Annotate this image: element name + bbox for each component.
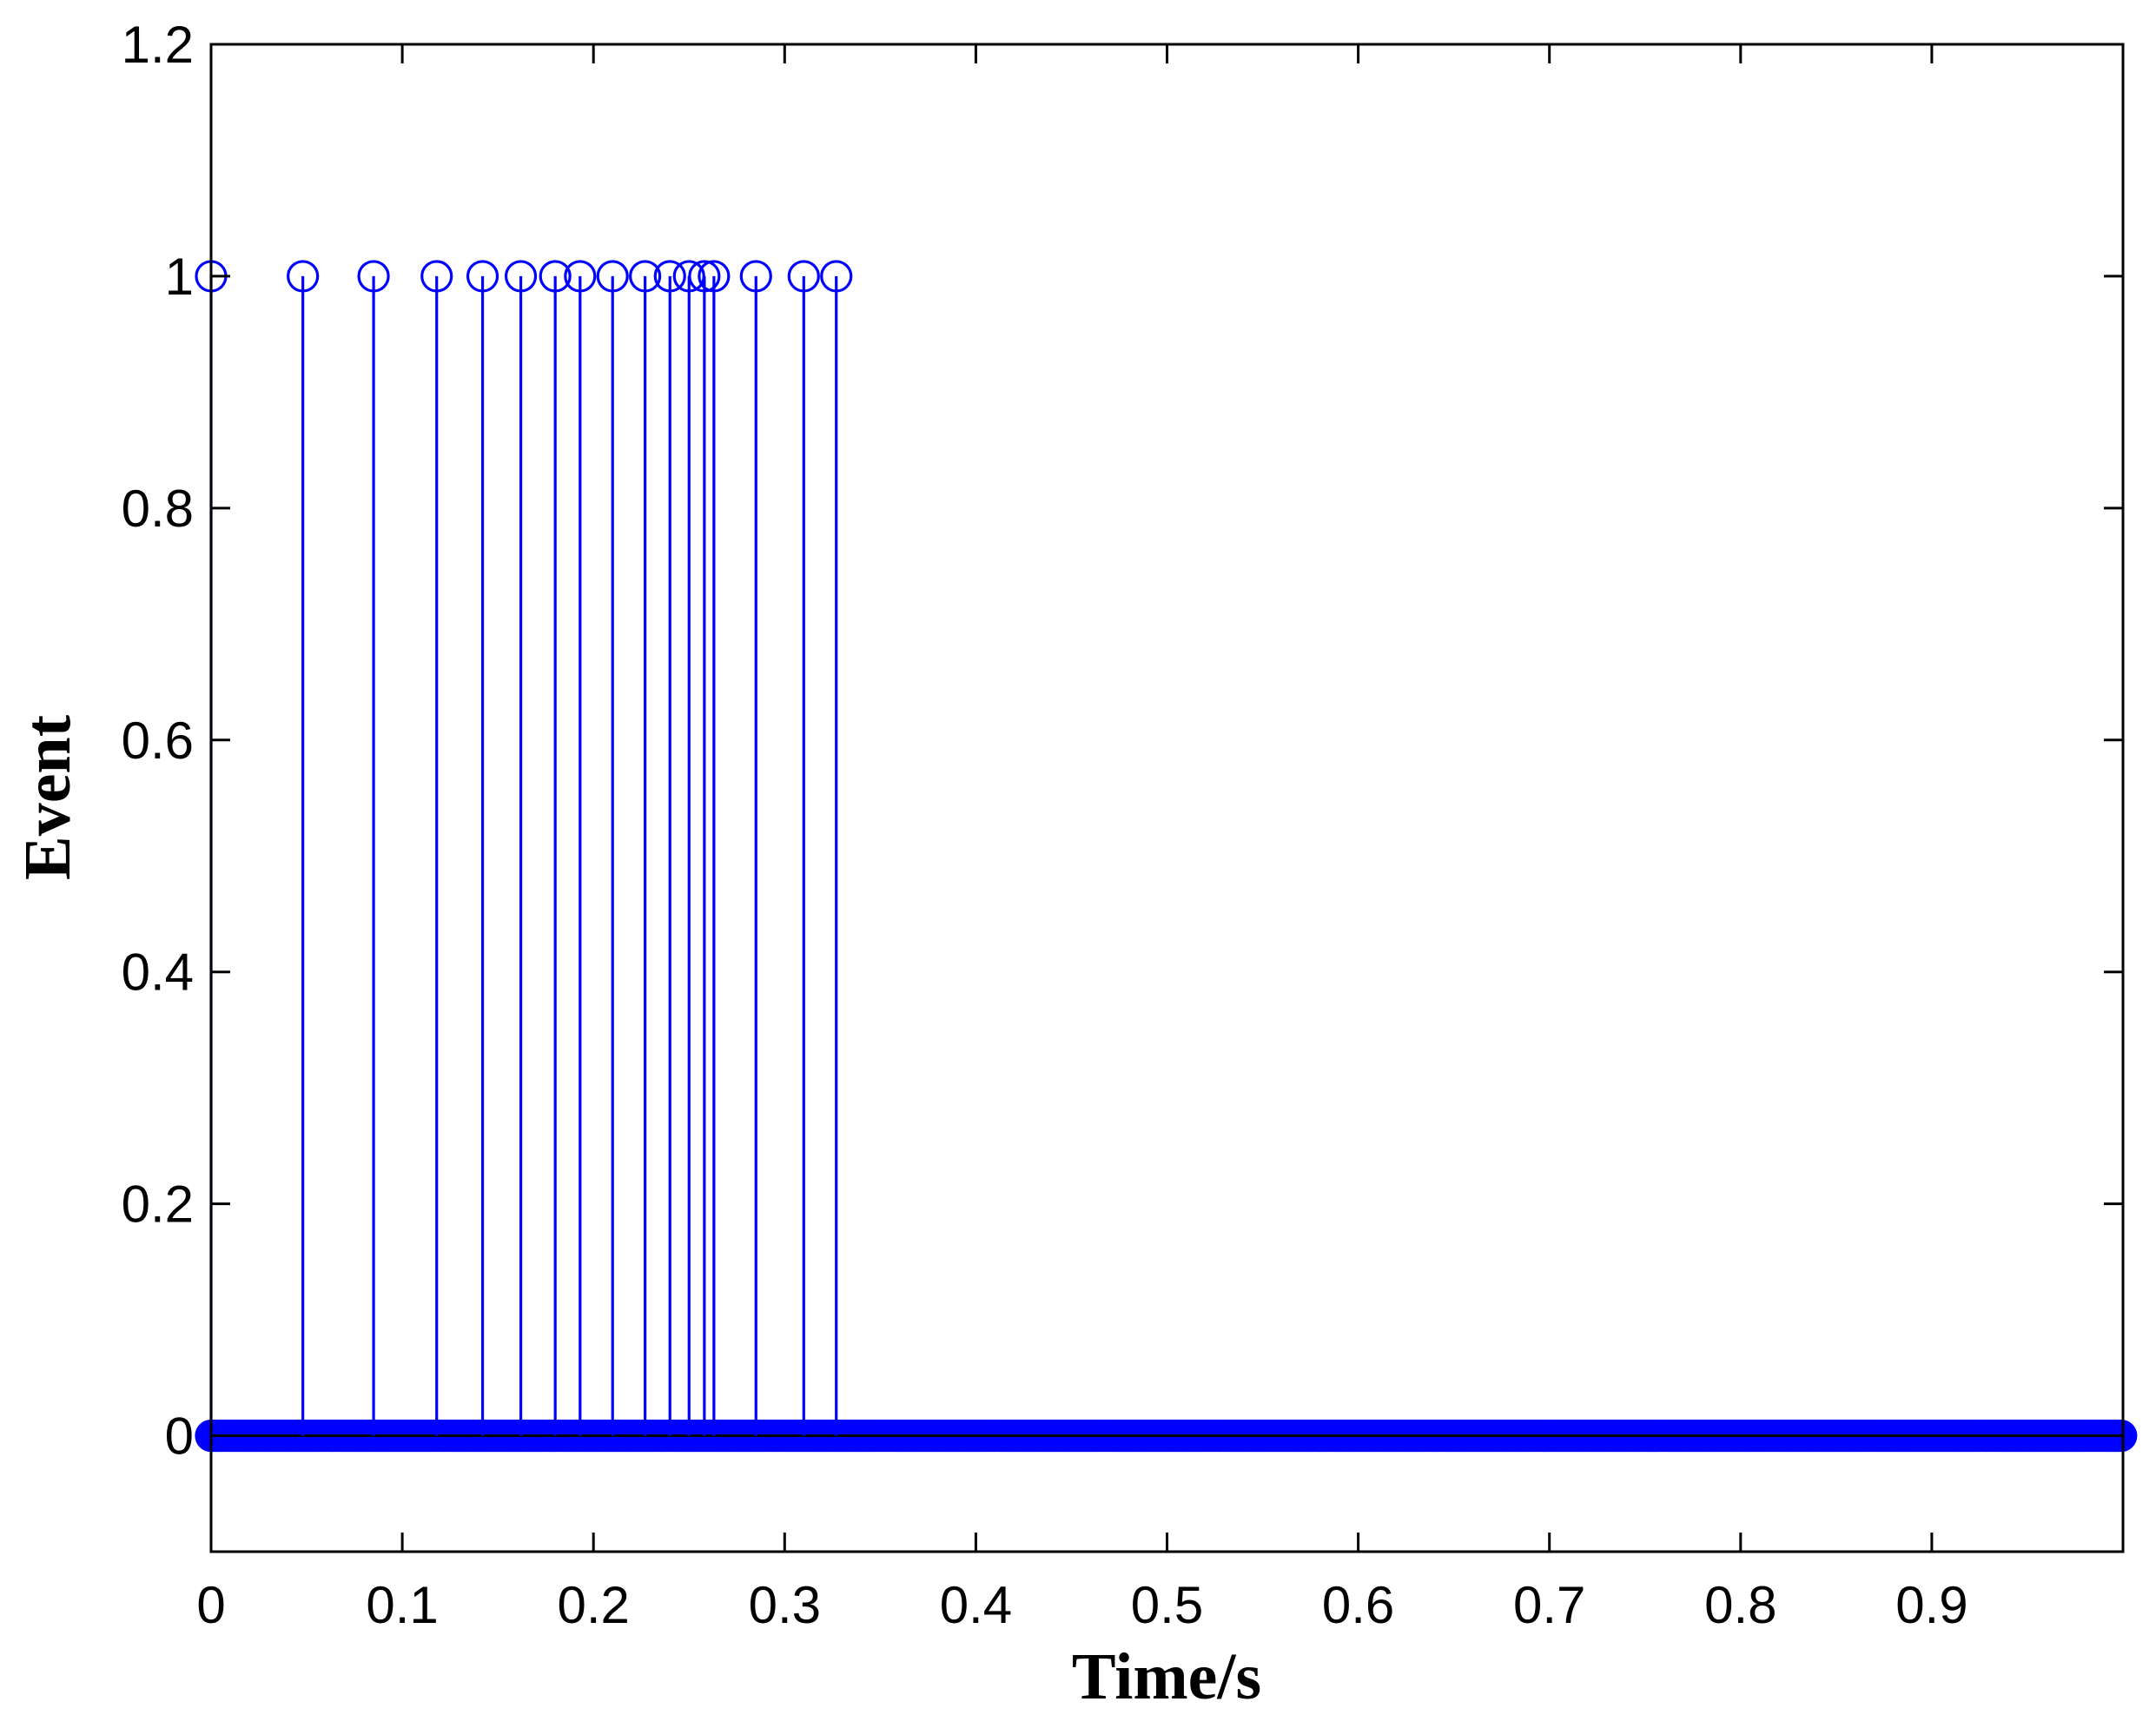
plot-background bbox=[211, 44, 2123, 1552]
stem-marker-event bbox=[688, 260, 721, 293]
axes-layer bbox=[209, 43, 2125, 1553]
labels-layer: 0 0.1 0.2 0.3 0.4 0.5 0.6 0.7 0.8 0.9 0 0.2 0.4 0.6 0.… bbox=[122, 16, 1968, 1634]
x-tick-label: 0.9 bbox=[1895, 1576, 1968, 1634]
x-axis-title: Time/s bbox=[1072, 1640, 1261, 1713]
x-tick-label: 0.4 bbox=[940, 1576, 1012, 1634]
stem-marker-event bbox=[787, 260, 820, 293]
y-axis-title: Event bbox=[11, 715, 84, 880]
y-tick-label: 1 bbox=[165, 248, 194, 306]
y-tick-label: 0 bbox=[165, 1407, 194, 1466]
x-tick-label: 0.3 bbox=[749, 1576, 821, 1634]
x-tick-label: 0.6 bbox=[1322, 1576, 1394, 1634]
x-tick-label: 0.7 bbox=[1513, 1576, 1585, 1634]
stem-marker-event bbox=[564, 260, 597, 293]
x-tick-label: 0 bbox=[196, 1576, 225, 1634]
stem-marker-event bbox=[287, 260, 320, 293]
x-tick-label: 0.5 bbox=[1131, 1576, 1203, 1634]
stem-marker-event bbox=[698, 260, 731, 293]
stem-marker-event bbox=[629, 260, 662, 293]
y-tick-label: 0.8 bbox=[122, 480, 194, 538]
stem-marker-event bbox=[739, 260, 772, 293]
stem-marker-event bbox=[420, 260, 453, 293]
stem-marker-event bbox=[539, 260, 572, 293]
stem-marker-event bbox=[820, 260, 853, 293]
stem-marker-event bbox=[653, 260, 686, 293]
y-tick-label: 0.6 bbox=[122, 712, 194, 770]
y-tick-label: 0.2 bbox=[122, 1175, 194, 1234]
x-tick-label: 0.2 bbox=[557, 1576, 629, 1634]
x-tick-label: 0.1 bbox=[366, 1576, 438, 1634]
stem-marker-event bbox=[466, 260, 499, 293]
marks-layer bbox=[195, 260, 2138, 1453]
stem-marker-event bbox=[596, 260, 629, 293]
stem-marker-event bbox=[504, 260, 538, 293]
stem-marker-event bbox=[357, 260, 390, 293]
y-tick-label: 0.4 bbox=[122, 944, 194, 1002]
x-tick-label: 0.8 bbox=[1704, 1576, 1776, 1634]
stem-marker-event bbox=[672, 260, 705, 293]
y-tick-label: 1.2 bbox=[122, 16, 194, 74]
